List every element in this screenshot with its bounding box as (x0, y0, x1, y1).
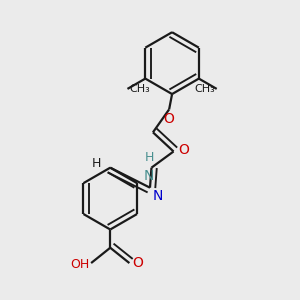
Text: N: N (153, 190, 163, 203)
Text: N: N (144, 169, 154, 182)
Text: H: H (92, 157, 101, 170)
Text: OH: OH (70, 258, 90, 271)
Text: O: O (178, 143, 189, 157)
Text: O: O (164, 112, 175, 126)
Text: CH₃: CH₃ (129, 84, 150, 94)
Text: CH₃: CH₃ (194, 84, 215, 94)
Text: O: O (132, 256, 143, 270)
Text: H: H (144, 151, 154, 164)
